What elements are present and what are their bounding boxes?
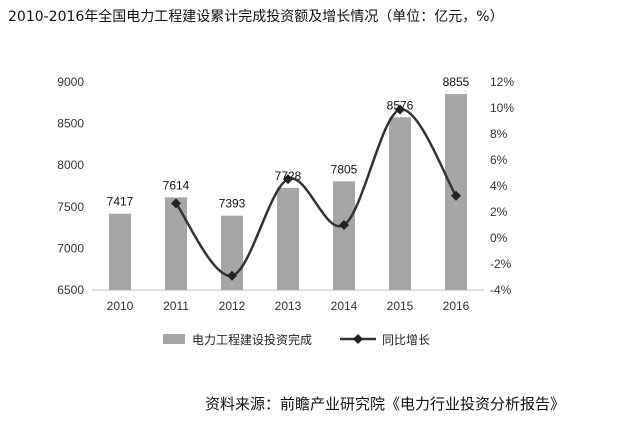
bar-data-label: 7393 (219, 197, 246, 211)
legend-bar-swatch (163, 334, 185, 344)
y-right-tick-label: 12% (490, 75, 514, 89)
x-tick-label: 2016 (443, 299, 470, 313)
growth-line (174, 108, 458, 277)
growth-point-marker (339, 220, 349, 230)
source-note: 资料来源：前瞻产业研究院《电力行业投资分析报告》 (205, 395, 566, 413)
x-tick-label: 2010 (107, 299, 134, 313)
y-left-tick-label: 7000 (57, 241, 84, 255)
legend-line-label: 同比增长 (382, 333, 430, 347)
bar-data-label: 8855 (443, 75, 470, 89)
x-tick-label: 2012 (219, 299, 246, 313)
growth-point-marker (283, 174, 293, 185)
y-left-tick-label: 6500 (57, 283, 84, 297)
y-right-tick-label: -2% (490, 257, 512, 271)
bar-data-label: 7805 (331, 162, 358, 176)
bar (165, 197, 187, 290)
growth-line-series (171, 104, 461, 281)
x-tick-label: 2013 (275, 299, 302, 313)
combo-chart: 6500 7000 7500 8000 8500 9000 -4% -2% 0% 2% 4% 6% 8%… (57, 75, 514, 347)
y-right-tick-label: 4% (490, 179, 508, 193)
growth-point-marker (227, 270, 237, 281)
bar-data-label: 7417 (107, 195, 134, 209)
y-left-tick-label: 8500 (57, 117, 84, 131)
x-tick-label: 2014 (331, 299, 358, 313)
y-right-tick-label: 2% (490, 205, 508, 219)
bar (109, 213, 131, 290)
y-right-tick-label: -4% (490, 283, 512, 297)
bar (277, 187, 299, 290)
y-left-tick-label: 7500 (57, 200, 84, 214)
legend-bar-label: 电力工程建设投资完成 (192, 332, 312, 347)
chart-legend: 电力工程建设投资完成 同比增长 (163, 332, 430, 347)
chart-axes: 6500 7000 7500 8000 8500 9000 -4% -2% 0% 2% 4% 6% 8%… (57, 75, 514, 313)
y-right-tick-label: 0% (490, 231, 508, 245)
growth-point-marker (395, 104, 405, 115)
y-left-tick-label: 8000 (57, 158, 84, 172)
chart-title: 2010-2016年全国电力工程建设累计完成投资额及增长情况（单位：亿元，%） (8, 9, 504, 25)
y-right-tick-label: 8% (490, 127, 508, 141)
growth-point-marker (171, 198, 181, 209)
bar (333, 181, 355, 290)
y-right-tick-label: 6% (490, 153, 508, 167)
legend-line-marker (353, 334, 363, 344)
bar-data-label: 7614 (163, 178, 190, 192)
y-right-tick-label: 10% (490, 101, 514, 115)
x-tick-label: 2011 (163, 299, 189, 313)
bar (389, 117, 411, 291)
y-left-tick-label: 9000 (57, 75, 84, 89)
x-tick-label: 2015 (387, 299, 414, 313)
growth-point-marker (451, 190, 461, 201)
